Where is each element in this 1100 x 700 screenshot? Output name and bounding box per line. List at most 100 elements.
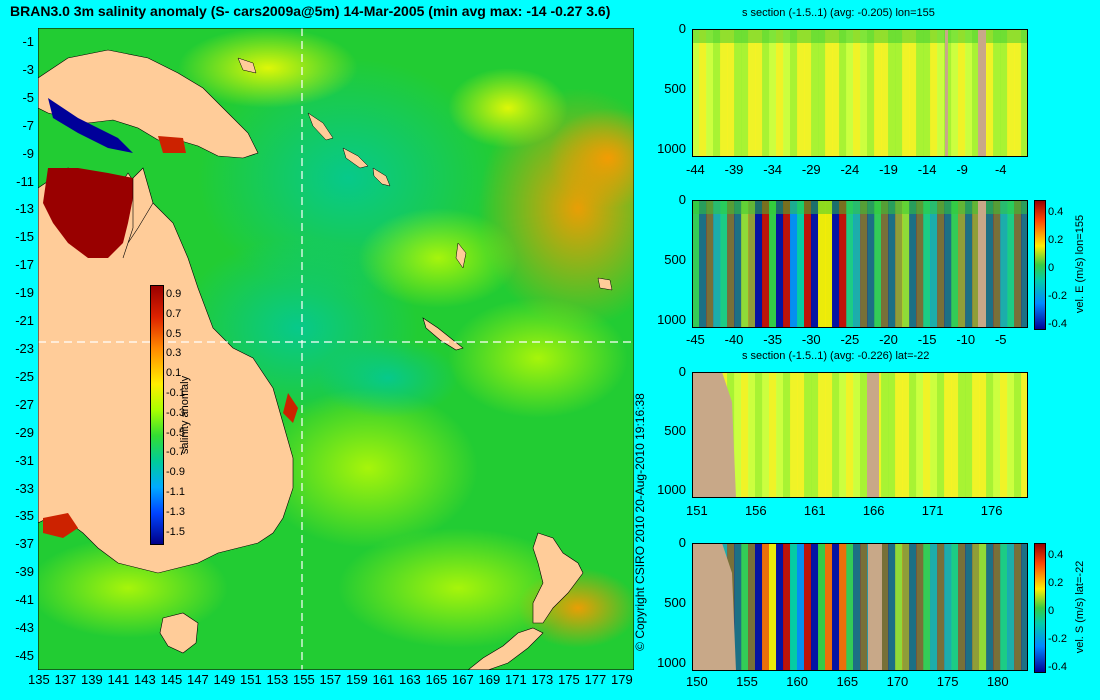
section-plot xyxy=(692,372,1028,498)
map-x-tick: 173 xyxy=(531,672,554,687)
map-x-tick: 171 xyxy=(505,672,527,687)
map-x-tick: 147 xyxy=(187,672,209,687)
map-x-tick: 135 xyxy=(28,672,50,687)
panel-colorbar-tick: -0.4 xyxy=(1048,318,1067,330)
panel-colorbar-tick: -0.2 xyxy=(1048,633,1067,645)
map-y-tick: -43 xyxy=(15,620,34,636)
panel-y-tick: 500 xyxy=(664,252,686,267)
map-x-tick: 177 xyxy=(584,672,607,687)
panel-x-tick: 165 xyxy=(836,674,859,689)
map-y-tick: -25 xyxy=(15,368,34,384)
map-x-tick: 139 xyxy=(81,672,103,687)
panel-x-tick: 166 xyxy=(862,503,885,518)
map-colorbar-tick: -1.3 xyxy=(166,505,185,518)
map-y-tick: -13 xyxy=(15,201,34,217)
map-x-tick: 155 xyxy=(293,672,315,687)
panel-colorbar-tick: -0.4 xyxy=(1048,661,1067,673)
panel-y-tick: 1000 xyxy=(657,655,686,670)
panel-x-tick: -29 xyxy=(801,162,821,177)
map-x-tick: 151 xyxy=(240,672,262,687)
panel-y-tick: 500 xyxy=(664,595,686,610)
map-colorbar-tick: -0.5 xyxy=(166,426,185,439)
map-y-tick: -29 xyxy=(15,424,34,440)
map-x-tick: 149 xyxy=(213,672,236,687)
panel-y-tick: 0 xyxy=(678,21,686,36)
section-plot xyxy=(692,200,1028,328)
map-x-tick: 179 xyxy=(611,672,633,687)
map-colorbar-tick: -1.1 xyxy=(166,486,185,498)
panel-x-tick: -14 xyxy=(917,162,937,177)
map-y-tick: -3 xyxy=(22,61,34,77)
panel-x-tick: 150 xyxy=(686,674,708,689)
map-plot xyxy=(28,27,678,671)
panel-x-tick: -4 xyxy=(994,162,1007,177)
new-zealand-north-island xyxy=(532,532,584,624)
panel-colorbar xyxy=(1034,200,1046,330)
panel-x-tick: -40 xyxy=(724,332,744,347)
map-y-tick: -11 xyxy=(16,173,34,189)
map-y-tick: -15 xyxy=(15,229,34,245)
panel-title: s section (-1.5..1) (avg: -0.205) lon=15… xyxy=(742,7,935,19)
map-y-tick: -7 xyxy=(22,117,34,133)
map-x-tick: 175 xyxy=(558,672,580,687)
map-x-tick: 165 xyxy=(425,672,448,687)
panel-x-tick: 171 xyxy=(921,503,944,518)
panel-colorbar-tick: -0.2 xyxy=(1048,290,1067,302)
panel-x-tick: -5 xyxy=(994,332,1007,347)
section-plot xyxy=(692,543,1028,671)
panel-colorbar-tick: 0.4 xyxy=(1048,549,1064,561)
panel-x-tick: -35 xyxy=(763,332,783,347)
panel-x-tick: 176 xyxy=(980,503,1003,518)
panel-colorbar xyxy=(1034,543,1046,673)
map-x-tick: 167 xyxy=(452,672,474,687)
map-y-tick: -9 xyxy=(22,145,34,161)
panel-x-tick: 161 xyxy=(803,503,826,518)
map-title: BRAN3.0 3m salinity anomaly (S- cars2009… xyxy=(10,3,611,19)
map-y-tick: -35 xyxy=(15,508,34,524)
panel-x-tick: 151 xyxy=(686,503,708,518)
map-y-axis: -1 -3 -5 -7 -9 -11 -13 -15 -17 -19 -21 -23 -25 -27 -29… xyxy=(0,28,36,670)
copyright-text: © Copyright CSIRO 2010 20-Aug-2010 19:16… xyxy=(633,393,647,651)
map-x-tick: 169 xyxy=(478,672,501,687)
map-colorbar-tick: -0.9 xyxy=(166,466,185,479)
panel-y-tick: 500 xyxy=(664,423,686,438)
panel-y-tick: 1000 xyxy=(657,482,686,497)
panel-x-tick: -25 xyxy=(840,332,860,347)
gulf-of-carpentaria xyxy=(43,168,133,258)
map-y-tick: -27 xyxy=(15,396,34,412)
map-y-tick: -23 xyxy=(15,341,34,356)
map-x-tick: 163 xyxy=(399,672,421,687)
panel-x-tick: -20 xyxy=(879,332,898,347)
panel-x-tick: -9 xyxy=(956,162,968,177)
map-colorbar-tick: -0.1 xyxy=(166,387,185,399)
map-colorbar-tick: 0.5 xyxy=(166,327,182,340)
panel-x-tick: -30 xyxy=(801,332,821,347)
panel-colorbar-tick: 0.4 xyxy=(1048,206,1064,218)
panel-y-tick: 1000 xyxy=(657,312,686,327)
map-x-tick: 143 xyxy=(134,672,156,687)
panel-colorbar-tick: 0.2 xyxy=(1048,577,1064,589)
map-colorbar-tick: -0.3 xyxy=(166,406,185,419)
panel-colorbar-label: vel. S (m/s) lat=-22 xyxy=(1074,560,1086,654)
panel-y-tick: 500 xyxy=(664,81,686,96)
panel-x-tick: 155 xyxy=(736,674,758,689)
panel-colorbar-tick: 0.2 xyxy=(1048,234,1064,246)
panel-x-tick: 170 xyxy=(886,674,909,689)
map-y-tick: -45 xyxy=(15,648,34,663)
panel-x-tick: -45 xyxy=(686,332,705,347)
panel-x-tick: -19 xyxy=(879,162,898,177)
tasmania-landmass xyxy=(159,612,199,654)
panel-colorbar-label: vel. E (m/s) lon=155 xyxy=(1074,214,1086,314)
map-x-tick: 137 xyxy=(54,672,77,687)
map-y-tick: -39 xyxy=(15,564,34,580)
map-x-tick: 157 xyxy=(319,672,342,687)
map-y-tick: -21 xyxy=(15,313,34,329)
map-colorbar xyxy=(150,285,164,545)
map-colorbar-tick: 0.7 xyxy=(166,307,182,320)
panel-x-tick: -44 xyxy=(686,162,705,177)
map-y-tick: -17 xyxy=(15,257,34,273)
panel-y-tick: 0 xyxy=(678,192,686,207)
map-colorbar-tick: -0.7 xyxy=(166,446,185,459)
panel-x-tick: -24 xyxy=(840,162,860,177)
section-plot xyxy=(692,29,1028,157)
